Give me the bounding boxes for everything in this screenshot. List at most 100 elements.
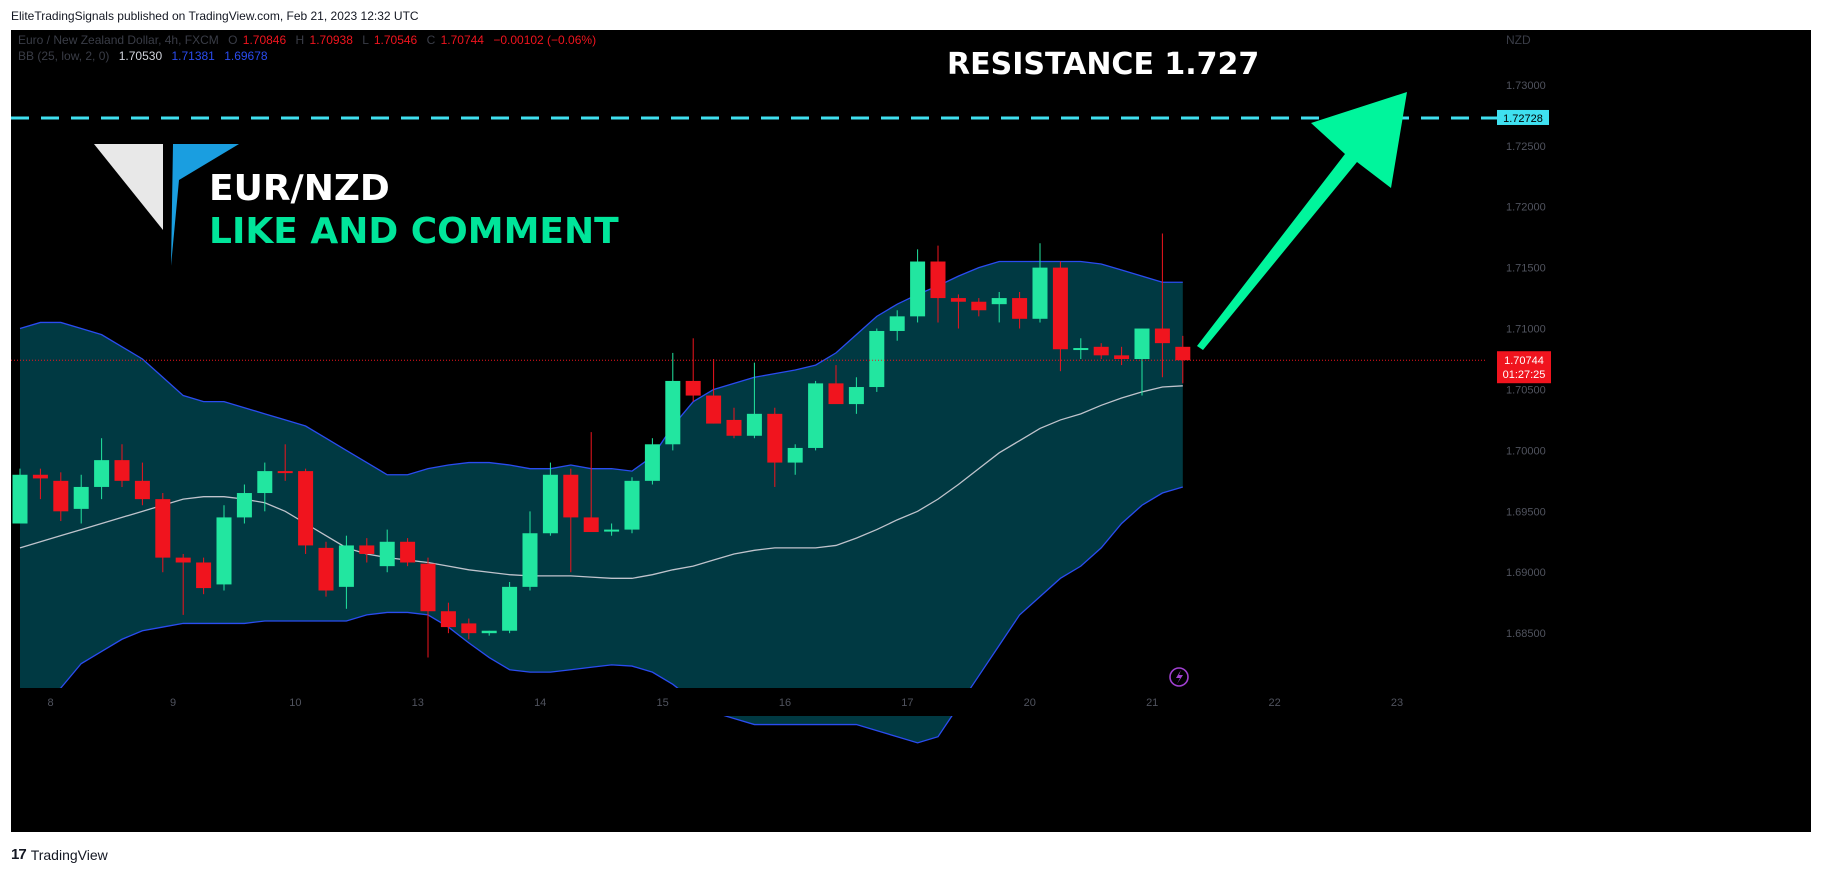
candle-body [787, 447, 803, 463]
candle-body [12, 474, 28, 524]
candle-body [583, 517, 599, 533]
candle-body [930, 261, 946, 299]
price-tick-label: 1.73000 [1506, 80, 1546, 92]
time-tick-label: 23 [1391, 697, 1403, 709]
candle-body [440, 611, 456, 628]
candle-body [134, 480, 150, 500]
candle-body [869, 330, 885, 388]
resistance-price-badge: 1.72728 [1497, 109, 1549, 125]
tradingview-footer[interactable]: 17 TradingView [11, 846, 108, 863]
legend-line-2: BB (25, low, 2, 0) 1.70530 1.71381 1.696… [18, 49, 268, 63]
time-tick-label: 13 [412, 697, 424, 709]
candle-body [338, 545, 354, 587]
candle-body [155, 499, 171, 558]
candle-body [257, 471, 273, 494]
candle-body [461, 623, 477, 634]
price-tick-label: 1.72000 [1506, 202, 1546, 214]
publisher-line: EliteTradingSignals published on Trading… [11, 9, 419, 23]
candle-body [624, 480, 640, 530]
candle-body [1093, 346, 1109, 356]
time-tick-label: 17 [901, 697, 913, 709]
legend-bb-label: BB (25, low, 2, 0) [18, 49, 109, 63]
candle-body [889, 316, 905, 331]
candle-body [502, 586, 518, 631]
candle-body [828, 383, 844, 405]
resistance-label: RESISTANCE 1.727 [947, 47, 1259, 82]
bb-basis-line [19, 385, 1183, 579]
price-tick-label: 1.70000 [1506, 445, 1546, 457]
candle-body [1012, 298, 1028, 319]
candle-body [1052, 267, 1068, 350]
candle-body [277, 471, 293, 474]
elite-logo-icon [94, 144, 239, 266]
time-tick-label: 9 [170, 697, 176, 709]
candle-body [644, 444, 660, 481]
candle-body [746, 413, 762, 436]
candle-body [522, 533, 538, 587]
candle-body [196, 562, 212, 589]
candle-body [114, 460, 130, 481]
svg-text:01:27:25: 01:27:25 [1503, 369, 1546, 381]
candle-body [73, 486, 89, 509]
candle-body [665, 380, 681, 445]
tradingview-logo-text: TradingView [30, 846, 108, 863]
legend-close: 1.70744 [441, 33, 485, 47]
legend-o-label: O [228, 33, 237, 47]
candle-body [400, 541, 416, 563]
price-tick-label: 1.72500 [1506, 141, 1546, 153]
legend-h-label: H [296, 33, 305, 47]
bb-lower-line [19, 486, 1183, 744]
price-tick-label: 1.71500 [1506, 263, 1546, 275]
legend-open: 1.70846 [243, 33, 287, 47]
candle-body [950, 298, 966, 302]
candles-layer [12, 233, 1191, 658]
candle-body [175, 557, 191, 563]
legend-bb-upper: 1.71381 [171, 49, 215, 63]
tradingview-logo-icon: 17 [11, 846, 27, 863]
pair-label: EUR/NZD [209, 168, 390, 209]
time-tick-label: 15 [656, 697, 668, 709]
time-tick-label: 16 [779, 697, 791, 709]
candle-body [1134, 328, 1150, 359]
price-tick-label: 1.69500 [1506, 506, 1546, 518]
time-axis-labels: 8 9 10 13 14 15 16 17 20 21 22 23 [48, 697, 1404, 709]
legend-high: 1.70938 [310, 33, 354, 47]
candle-body [420, 563, 436, 612]
candle-body [726, 419, 742, 436]
legend-line-1: Euro / New Zealand Dollar, 4h, FXCM O 1.… [18, 33, 596, 47]
lightning-icon[interactable] [1169, 667, 1189, 687]
candle-body [53, 480, 69, 512]
bb-upper-line [19, 260, 1183, 476]
currency-label: NZD [1506, 33, 1531, 47]
svg-text:1.72728: 1.72728 [1503, 113, 1543, 125]
legend-low: 1.70546 [374, 33, 418, 47]
chart-canvas[interactable]: 8 9 10 13 14 15 16 17 20 21 22 23 1.685001.690001.6… [11, 30, 1811, 832]
candle-body [1032, 267, 1048, 319]
candle-body [94, 460, 110, 487]
candle-body [685, 380, 701, 396]
candle-body [991, 298, 1007, 305]
time-tick-label: 20 [1024, 697, 1036, 709]
candle-body [298, 471, 314, 546]
svg-text:1.70744: 1.70744 [1504, 355, 1544, 367]
price-axis-labels: 1.68500 1.69000 1.69500 1.70000 1.70500 1.710… [1506, 80, 1546, 640]
time-axis[interactable] [11, 688, 1811, 716]
chart-panel[interactable]: 8 9 10 13 14 15 16 17 20 21 22 23 1.68500 1.69000 1.6… [11, 30, 1811, 832]
candle-body [848, 387, 864, 405]
candle-body [767, 413, 783, 463]
overlay-layer [11, 116, 1497, 361]
candle-body [236, 493, 252, 518]
legend-bb-basis: 1.70530 [119, 49, 163, 63]
legend-l-label: L [362, 33, 369, 47]
candle-body [379, 541, 395, 567]
price-tick-label: 1.70500 [1506, 384, 1546, 396]
legend-symbol: Euro / New Zealand Dollar, 4h, FXCM [18, 33, 219, 47]
time-tick-label: 22 [1268, 697, 1280, 709]
candle-body [32, 474, 48, 479]
candle-body [910, 261, 926, 317]
candle-body [318, 547, 334, 591]
candle-body [1175, 346, 1191, 361]
candle-body [1114, 355, 1130, 359]
time-tick-label: 8 [48, 697, 54, 709]
time-tick-label: 14 [534, 697, 546, 709]
